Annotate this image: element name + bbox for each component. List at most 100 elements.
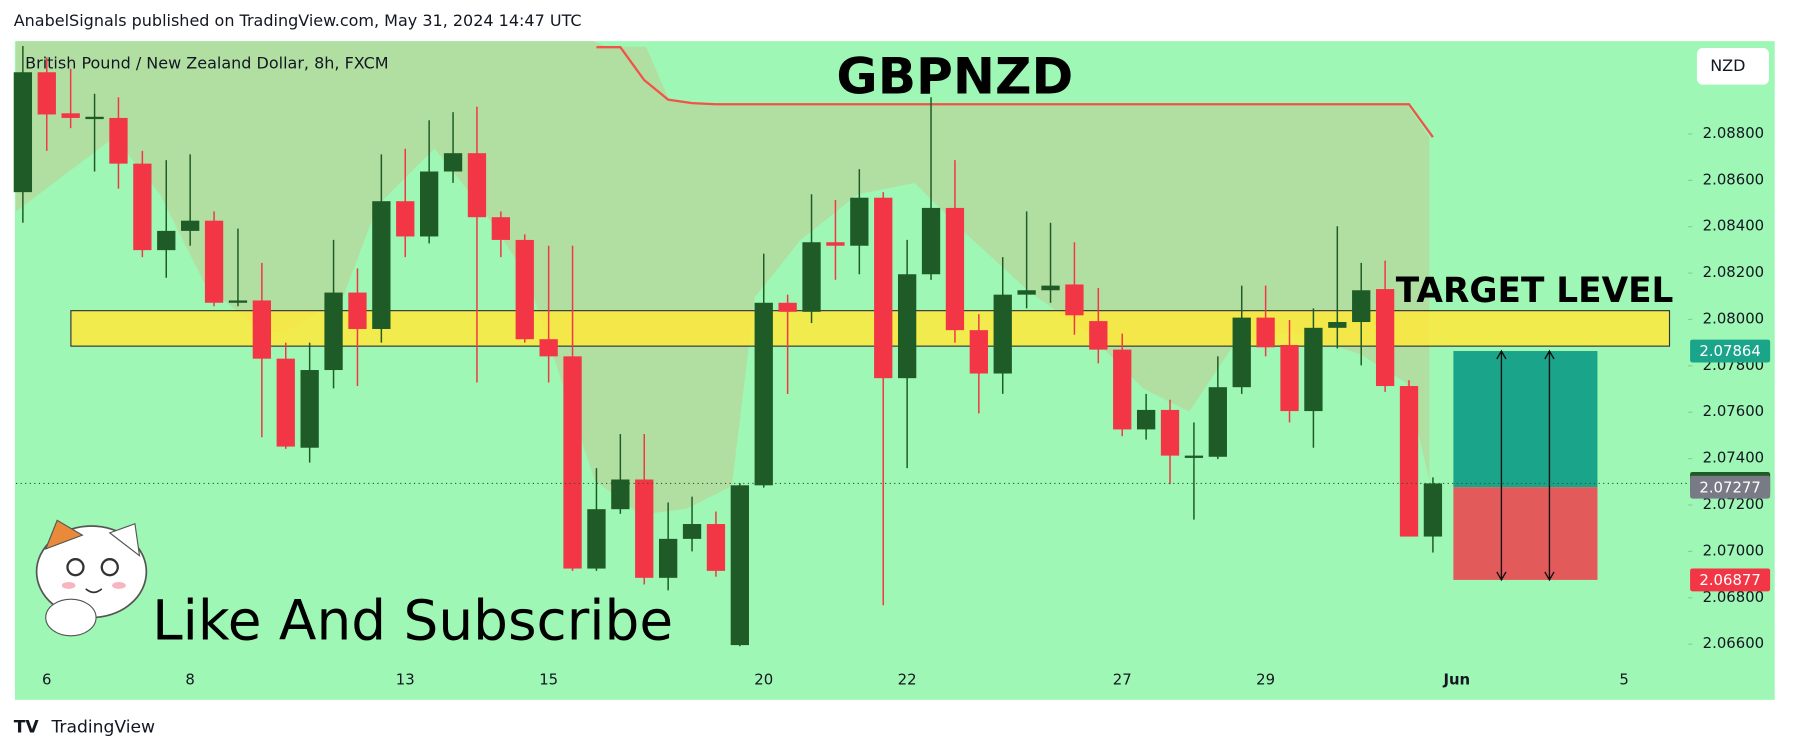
candle-body (1423, 483, 1443, 537)
price-tag-label: 2.06877 (1699, 571, 1760, 589)
candle-body (300, 370, 319, 448)
candle-body (563, 356, 582, 569)
y-tick-label: 2.08000 (1703, 309, 1764, 327)
y-tick-label: 2.08400 (1703, 217, 1764, 235)
candle-body (61, 113, 80, 118)
y-tick-label: 2.08800 (1703, 124, 1764, 142)
header: AnabelSignals published on TradingView.c… (14, 11, 582, 30)
candle-body (1256, 317, 1275, 348)
candle-body (826, 242, 845, 246)
candle-body (897, 274, 917, 379)
candle-body (157, 230, 176, 251)
y-tick-label: 2.06800 (1703, 588, 1764, 606)
candle-body (467, 153, 487, 218)
candle-body (252, 300, 272, 359)
candle-body (109, 117, 128, 164)
candle-body (969, 330, 988, 374)
candle-body (1065, 284, 1084, 316)
chart-subtitle: British Pound / New Zealand Dollar, 8h, … (25, 54, 388, 73)
price-tag (1690, 339, 1771, 363)
candle-body (372, 201, 391, 329)
y-tick-label: 2.08200 (1703, 263, 1764, 281)
candle-body (730, 485, 749, 646)
candle-body (539, 339, 558, 357)
candle-body (754, 302, 773, 486)
x-tick-label: 27 (1113, 670, 1132, 688)
candle-body (1208, 387, 1227, 457)
candle-body (921, 207, 941, 275)
candle-body (420, 171, 439, 237)
candle-body (1304, 327, 1323, 412)
candle-body (1352, 290, 1371, 323)
candle-body (228, 300, 248, 303)
price-tag-label: 2.07277 (1699, 478, 1760, 496)
candle-body (37, 72, 56, 115)
footer-logo: TV (14, 717, 40, 737)
x-tick-label: 20 (754, 670, 773, 688)
candle-body (1160, 409, 1180, 456)
candle-body (181, 220, 200, 231)
target-label: TARGET LEVEL (1396, 271, 1674, 311)
candle-body (1280, 344, 1299, 412)
candle-body (85, 116, 104, 120)
y-tick-label: 2.07200 (1703, 495, 1764, 513)
candle-body (396, 201, 415, 237)
price-tag (1690, 568, 1771, 592)
candle-body (1041, 285, 1060, 291)
candle-body (276, 358, 295, 447)
candle-body (1184, 455, 1204, 458)
x-tick-label: 13 (396, 670, 415, 688)
target-zone (70, 310, 1671, 347)
candle-body (491, 217, 510, 240)
candle-body (324, 292, 343, 371)
candle-body (587, 509, 606, 569)
y-tick-label: 2.08600 (1703, 170, 1764, 188)
x-tick-label: 8 (185, 670, 194, 688)
candle-body (682, 524, 702, 539)
candle-body (1328, 322, 1347, 328)
candle-body (778, 302, 797, 312)
candle-body (348, 292, 367, 329)
candle-body (204, 220, 224, 303)
candle-body (443, 153, 463, 172)
candle-body (993, 294, 1012, 374)
candle-body (802, 242, 821, 312)
range-arrow (1496, 349, 1507, 582)
candle-body (13, 72, 33, 193)
y-tick-label: 2.07000 (1703, 541, 1764, 559)
x-tick-label: 22 (898, 670, 917, 688)
loss-zone (1453, 487, 1598, 580)
candle-body (1089, 321, 1108, 350)
y-tick-label: 2.07600 (1703, 402, 1764, 420)
x-tick-label: 29 (1256, 670, 1275, 688)
chart-title: GBPNZD (836, 47, 1073, 106)
annotation: Like And Subscribe (152, 588, 673, 652)
x-tick-label: Jun (1442, 670, 1470, 688)
candle-body (658, 538, 678, 578)
candle-body (850, 197, 869, 246)
price-tag-label: 2.07864 (1699, 342, 1760, 360)
candle-body (635, 479, 654, 578)
candle-body (1017, 290, 1036, 295)
price-tag (1690, 475, 1771, 499)
y-tick-label: 2.06600 (1703, 634, 1764, 652)
profit-zone (1453, 351, 1598, 488)
shaded-band (16, 41, 1430, 515)
candle-body (945, 207, 965, 331)
footer: TradingView (50, 717, 155, 737)
y-tick-label: 2.07400 (1703, 449, 1764, 467)
range-arrow (1544, 349, 1555, 582)
candle-body (706, 524, 726, 571)
candle-body (515, 239, 534, 340)
candle-body (874, 197, 893, 379)
x-tick-label: 5 (1619, 670, 1628, 688)
candle-body (1375, 289, 1395, 387)
sticker (35, 519, 148, 637)
candle-body (1232, 317, 1251, 388)
indicator-line (596, 46, 1434, 138)
x-tick-label: 15 (539, 670, 558, 688)
candle-body (133, 163, 152, 251)
candle-body (1113, 349, 1132, 430)
candle-body (1136, 409, 1156, 430)
